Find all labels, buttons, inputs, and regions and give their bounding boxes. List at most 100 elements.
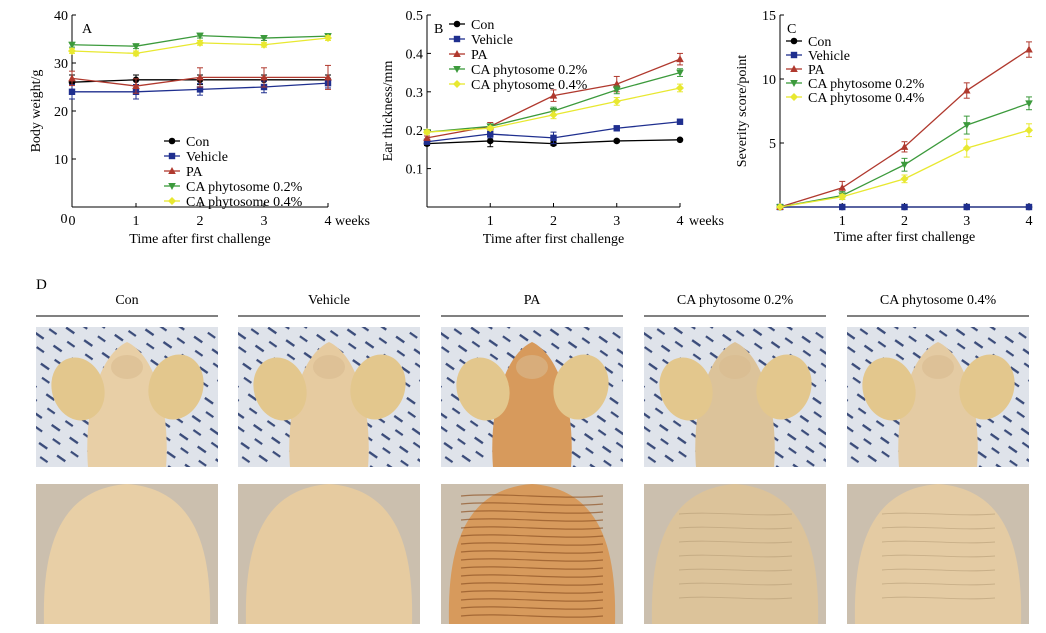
mouse-ear-photo [644, 327, 826, 467]
chart-a-y-axis-label: Body weight/g [29, 70, 44, 153]
chart-b-point [613, 125, 620, 132]
chart-a-legend-marker [168, 167, 176, 174]
chart-c-point [900, 161, 909, 169]
group-header-label: Con [115, 293, 138, 308]
mouse-back-photo [644, 484, 826, 624]
chart-b-legend-entry: CA phytosome 0.4% [471, 78, 588, 93]
chart-c-point [1025, 203, 1033, 211]
chart-a-x-unit: weeks [335, 214, 370, 229]
chart-a-xtick-label: 4 [325, 214, 332, 229]
chart-a-point [132, 49, 140, 58]
chart-a-ytick-label: 20 [54, 105, 68, 120]
chart-b-point [486, 124, 495, 133]
chart-c-point [962, 144, 971, 153]
chart-c-point [838, 192, 847, 201]
chart-a-point [324, 73, 332, 81]
chart-b-point [676, 118, 684, 125]
chart-b-legend-marker [453, 80, 461, 88]
chart-b-point [613, 137, 621, 145]
chart-a-legend-marker [168, 137, 176, 145]
chart-c-xtick-label: 2 [901, 214, 908, 229]
chart-b-point [676, 55, 684, 63]
chart-b-point [612, 80, 621, 88]
chart-b-legend-marker [453, 35, 461, 43]
chart-b: 0.1 0.2 0.3 0.4 0.5 1 2 3 4 weeks Time after first… [381, 9, 724, 247]
chart-c-legend-marker [790, 93, 798, 101]
chart-c-point [962, 122, 971, 130]
panel-d: D Con Vehicle PA CA phytosome 0.2% CA phytos… [36, 277, 1029, 317]
chart-a-point [68, 47, 76, 55]
mouse-back-photo [441, 484, 623, 624]
chart-c: 5 10 15 1 2 3 4 Time after first challenge Sever… [735, 9, 1033, 245]
chart-b-legend-entry: CA phytosome 0.2% [471, 63, 588, 78]
chart-c-xtick-label: 4 [1026, 214, 1033, 229]
chart-a-legend-entry: CA phytosome 0.4% [186, 195, 303, 210]
chart-a-point [196, 86, 204, 93]
chart-a-ytick-label-zero: 0 [61, 212, 68, 227]
chart-a-point [260, 73, 268, 81]
chart-b-point [423, 133, 431, 141]
chart-b-point [549, 91, 558, 99]
chart-b-ytick-label: 0.2 [406, 124, 424, 139]
chart-a-point [196, 32, 204, 40]
mouse-back-photo [847, 484, 1029, 624]
chart-b-point [612, 97, 621, 106]
chart-a-legend-entry: PA [186, 165, 204, 180]
mouse-ear-photo [36, 327, 218, 467]
chart-b-legend-marker [453, 50, 461, 57]
group-header-label: CA phytosome 0.4% [880, 293, 997, 308]
chart-c-point [962, 86, 971, 94]
chart-a-point [68, 74, 76, 82]
chart-c-series-3 [776, 96, 1033, 211]
mouse-back-photo [238, 484, 420, 624]
chart-c-legend-marker [790, 80, 798, 87]
chart-b-legend-entry: Con [471, 18, 494, 33]
chart-b-point [612, 86, 621, 94]
chart-b-point [549, 110, 558, 119]
chart-b-ytick-label: 0.3 [406, 86, 424, 101]
chart-c-legend-marker [790, 65, 798, 72]
chart-b-xtick-label: 3 [613, 214, 620, 229]
mouse-ear-photo [238, 327, 420, 467]
chart-a-legend-marker [168, 197, 176, 205]
chart-c-point [963, 203, 970, 211]
chart-a-point [260, 35, 268, 43]
chart-c-point [838, 183, 847, 191]
chart-a-ytick-label: 40 [54, 9, 68, 24]
chart-a-point [132, 82, 140, 90]
chart-c-point [901, 203, 908, 211]
chart-b-x-axis-label: Time after first challenge [483, 232, 624, 247]
chart-b-point [423, 138, 431, 145]
panel-d-label: D [36, 277, 47, 293]
chart-c-y-axis-label: Severity score/point [735, 55, 750, 167]
chart-c-legend-marker [790, 37, 798, 45]
group-header-label: PA [524, 293, 542, 308]
chart-c-x-axis-label: Time after first challenge [834, 230, 975, 245]
chart-a-xtick-label: 2 [197, 214, 204, 229]
chart-c-series-line [779, 102, 1030, 208]
chart-b-legend-marker [453, 66, 461, 73]
chart-b-ytick-label: 0.4 [406, 47, 424, 62]
chart-a-legend-marker [168, 183, 176, 190]
chart-a-point [132, 43, 140, 51]
mouse-ear-photo [847, 327, 1029, 467]
chart-a-point [196, 38, 204, 47]
chart-b-point [423, 128, 431, 137]
chart-c-xtick-label: 1 [839, 214, 846, 229]
chart-a-panel-label: A [82, 22, 93, 37]
chart-a-xtick-label: 0 [69, 214, 76, 229]
chart-c-series-1 [776, 203, 1033, 211]
chart-a: 10 20 30 40 0 0 1 2 3 4 weeks Time after first chal… [29, 9, 370, 247]
chart-b-xtick-label: 1 [487, 214, 494, 229]
chart-a-point [260, 40, 268, 49]
chart-a-ytick-label: 10 [54, 153, 68, 168]
chart-a-series-4 [68, 34, 332, 58]
chart-c-ytick-label: 15 [762, 9, 776, 24]
mouse-ear-photo [441, 327, 623, 467]
chart-b-point [676, 83, 684, 92]
chart-c-panel-label: C [787, 22, 796, 37]
